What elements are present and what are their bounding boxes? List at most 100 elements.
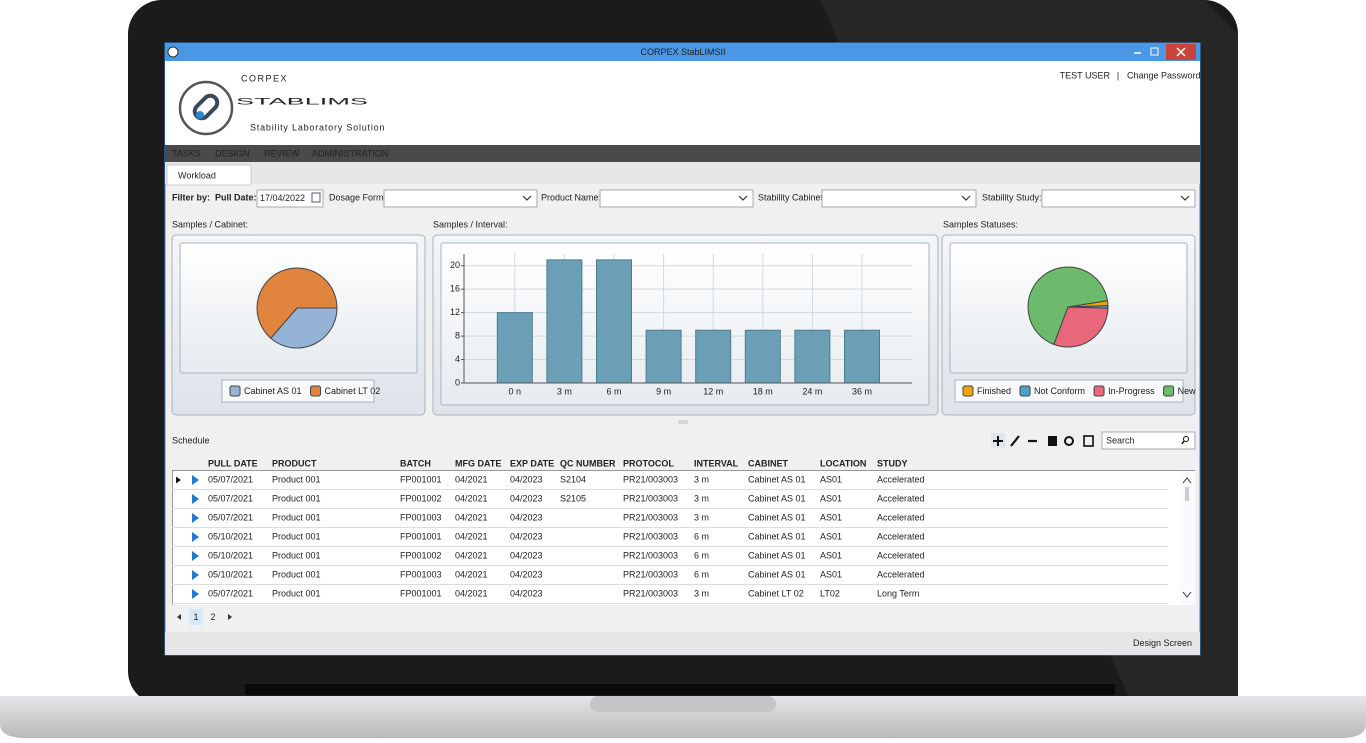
x-tick-label: 6 m: [606, 386, 621, 396]
bar: [596, 259, 632, 384]
menu-item[interactable]: REVIEW: [264, 148, 300, 158]
table-cell: AS01: [820, 550, 842, 560]
pager-prev[interactable]: [177, 614, 181, 620]
close-icon[interactable]: [1176, 47, 1186, 57]
table-cell: AS01: [820, 569, 842, 579]
search-icon-handle[interactable]: [1181, 440, 1185, 445]
dropdown-chevron[interactable]: [738, 195, 748, 201]
brand-small: CORPEX: [241, 73, 288, 83]
dropdown[interactable]: [599, 189, 754, 208]
pager-page[interactable]: 1: [193, 612, 198, 622]
filter-label: Filter by:: [172, 192, 210, 202]
restore-icon[interactable]: [1150, 47, 1159, 56]
pull-date-link[interactable]: 05/10/2021: [208, 531, 253, 541]
dropdown-chevron[interactable]: [961, 195, 971, 201]
table-cell: 04/2021: [455, 493, 488, 503]
menu-item[interactable]: TASKS: [172, 148, 201, 158]
table-cell: Cabinet AS 01: [748, 531, 806, 541]
table-cell: Product 001: [272, 493, 321, 503]
column-header: STUDY: [877, 458, 908, 468]
tab[interactable]: [166, 164, 252, 186]
search-placeholder[interactable]: Search: [1106, 435, 1135, 445]
legend-label: New: [1178, 386, 1197, 396]
scrollbar-track[interactable]: [1180, 471, 1195, 605]
table-cell: 04/2021: [455, 569, 488, 579]
row-expander[interactable]: [192, 589, 199, 599]
refresh-icon[interactable]: [1064, 436, 1074, 446]
legend-label: Not Conform: [1034, 386, 1085, 396]
table-cell: PR21/003003: [623, 512, 678, 522]
y-tick-label: 16: [450, 284, 460, 294]
edit-icon[interactable]: [1010, 435, 1020, 447]
dropdown[interactable]: [821, 189, 977, 208]
calendar-icon[interactable]: [311, 192, 321, 203]
filter-label: Product Name:: [541, 192, 601, 202]
date-input[interactable]: [256, 189, 324, 208]
dropdown[interactable]: [383, 189, 538, 208]
table-cell: Cabinet LT 02: [748, 588, 804, 598]
user-name: TEST USER: [1060, 70, 1111, 80]
table-cell: 04/2023: [510, 493, 543, 503]
scroll-down[interactable]: [1182, 591, 1192, 598]
table-cell: PR21/003003: [623, 550, 678, 560]
row-expander[interactable]: [192, 475, 199, 485]
row-expander[interactable]: [192, 570, 199, 580]
row-expander[interactable]: [192, 532, 199, 542]
table-cell: AS01: [820, 474, 842, 484]
add-icon[interactable]: [993, 436, 1003, 446]
legend-swatch: [1019, 385, 1031, 397]
pull-date-link[interactable]: 05/07/2021: [208, 512, 253, 522]
x-tick-label: 24 m: [802, 386, 822, 396]
pull-date-link[interactable]: 05/07/2021: [208, 474, 253, 484]
pager-current[interactable]: [189, 609, 203, 625]
scrollbar-thumb[interactable]: [1185, 487, 1189, 501]
tab-label[interactable]: Workload: [178, 170, 216, 180]
search-box[interactable]: [1101, 431, 1196, 450]
export-icon[interactable]: [1083, 435, 1094, 447]
menu-bar: [165, 145, 1200, 162]
legend-swatch: [1093, 385, 1105, 397]
pull-date-link[interactable]: 05/07/2021: [208, 493, 253, 503]
dropdown[interactable]: [1041, 189, 1196, 208]
column-header: QC NUMBER: [560, 458, 616, 468]
menu-item[interactable]: ADMINISTRATION: [312, 148, 388, 158]
legend-swatch: [962, 385, 974, 397]
row-expander[interactable]: [192, 551, 199, 561]
legend-swatch: [310, 385, 322, 397]
table-cell: FP001002: [400, 550, 442, 560]
tab-strip: [165, 162, 1200, 184]
y-tick-label: 12: [450, 307, 460, 317]
column-header: CABINET: [748, 458, 789, 468]
save-icon[interactable]: [1048, 436, 1057, 446]
window-controls[interactable]: [1134, 44, 1196, 60]
table-cell: AS01: [820, 493, 842, 503]
app-icon: [167, 46, 179, 58]
pull-date-link[interactable]: 05/10/2021: [208, 569, 253, 579]
scroll-up[interactable]: [1182, 477, 1192, 484]
date-value[interactable]: 17/04/2022: [260, 193, 305, 203]
chart-title: Samples Statuses:: [943, 219, 1018, 229]
bar: [744, 329, 781, 384]
table-cell: 6 m: [694, 569, 709, 579]
legend-box: [954, 379, 1184, 403]
design-screen-link[interactable]: Design Screen: [1133, 638, 1192, 648]
menu-item[interactable]: DESIGN: [215, 148, 250, 158]
table-cell: FP001003: [400, 569, 442, 579]
pager-next[interactable]: [228, 614, 232, 620]
dropdown-chevron[interactable]: [1180, 195, 1190, 201]
table-cell: Product 001: [272, 474, 321, 484]
table-cell: 6 m: [694, 531, 709, 541]
change-password-link[interactable]: Change Password: [1127, 70, 1201, 80]
table-cell: 3 m: [694, 588, 709, 598]
search-icon[interactable]: [1183, 436, 1189, 442]
table-cell: Cabinet AS 01: [748, 493, 806, 503]
dropdown-chevron[interactable]: [522, 195, 532, 201]
row-expander[interactable]: [192, 494, 199, 504]
table-cell: Cabinet AS 01: [748, 512, 806, 522]
legend-swatch: [1163, 385, 1175, 397]
pull-date-link[interactable]: 05/10/2021: [208, 550, 253, 560]
row-expander[interactable]: [192, 513, 199, 523]
pager-page[interactable]: 2: [210, 612, 215, 622]
table-cell: AS01: [820, 531, 842, 541]
pull-date-link[interactable]: 05/07/2021: [208, 588, 253, 598]
